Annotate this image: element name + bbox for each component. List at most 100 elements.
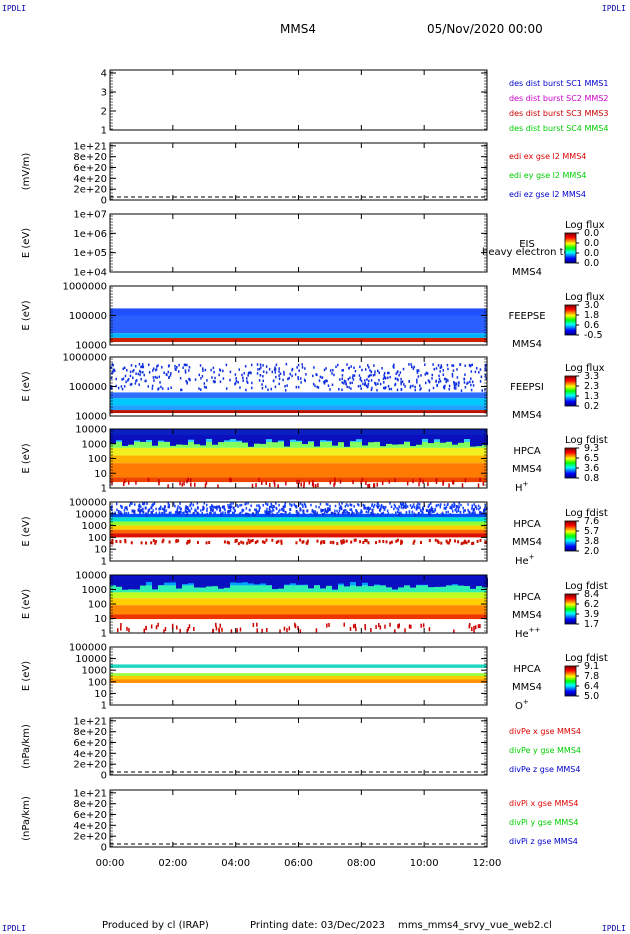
heatmap-speck (366, 506, 369, 510)
spacecraft-label: MMS4 (512, 610, 542, 621)
heatmap-block (188, 577, 194, 584)
heatmap-speck (181, 482, 184, 487)
heatmap-speck (439, 503, 442, 506)
heatmap-block (230, 434, 236, 440)
heatmap-speck (390, 387, 393, 391)
heatmap-block (116, 434, 122, 441)
species-charge: ++ (529, 626, 541, 634)
heatmap-speck (428, 539, 431, 543)
heatmap-speck (465, 541, 468, 545)
heatmap-speck (129, 374, 132, 378)
heatmap-speck (264, 510, 266, 513)
heatmap-speck (113, 368, 115, 372)
heatmap-speck (378, 623, 380, 628)
heatmap-speck (258, 477, 260, 482)
heatmap-speck (223, 540, 226, 544)
heatmap-speck (314, 384, 316, 388)
instrument-label: FEEPSI (510, 382, 544, 393)
heatmap-speck (159, 507, 161, 510)
heatmap-speck (377, 512, 379, 516)
y-tick-label: 6e+20 (73, 738, 107, 749)
heatmap-block (146, 577, 152, 582)
colorbar-tick-label: 2.3 (584, 381, 599, 392)
heatmap-speck (140, 508, 143, 512)
heatmap-speck (344, 508, 346, 512)
heatmap-speck (472, 512, 475, 515)
heatmap-speck (416, 506, 419, 510)
heatmap-speck (442, 480, 445, 485)
heatmap-speck (245, 512, 248, 516)
heatmap-speck (188, 369, 190, 372)
heatmap-speck (248, 540, 251, 544)
heatmap-speck (374, 370, 376, 373)
heatmap-speck (182, 511, 184, 515)
heatmap-speck (371, 503, 374, 506)
heatmap-speck (222, 369, 224, 373)
heatmap-speck (345, 539, 348, 543)
heatmap-speck (477, 504, 480, 508)
heatmap-speck (212, 629, 214, 634)
heatmap-speck (414, 388, 416, 392)
heatmap-speck (324, 509, 327, 513)
heatmap-speck (180, 507, 182, 511)
y-tick-label: 8e+20 (73, 152, 107, 163)
heatmap-speck (277, 484, 279, 489)
heatmap-speck (325, 367, 327, 370)
heatmap-speck (473, 625, 475, 630)
heatmap-speck (443, 507, 446, 510)
colorbar-tick-label: 1.8 (584, 310, 599, 321)
heatmap-speck (448, 483, 450, 488)
heatmap-speck (371, 386, 373, 390)
heatmap-speck (317, 386, 320, 389)
heatmap-speck (190, 482, 192, 487)
heatmap-speck (428, 380, 431, 384)
heatmap-speck (475, 507, 478, 511)
heatmap-speck (372, 513, 375, 517)
heatmap-speck (451, 372, 454, 376)
heatmap-speck (145, 513, 148, 517)
heatmap-speck (160, 385, 162, 389)
heatmap-speck (265, 371, 268, 374)
colorbar-tick-label: 8.4 (584, 589, 599, 600)
heatmap-speck (283, 370, 285, 374)
heatmap-speck (274, 368, 277, 371)
heatmap-speck (238, 368, 241, 371)
y-tick-label: 4 (101, 69, 107, 80)
heatmap-block (386, 434, 392, 444)
heatmap-block (422, 577, 428, 585)
heatmap-speck (208, 541, 211, 545)
heatmap-speck (453, 505, 456, 508)
heatmap-band-2 (110, 517, 487, 522)
heatmap-speck (433, 510, 435, 513)
heatmap-speck (247, 502, 249, 505)
spacecraft-label: MMS4 (512, 682, 542, 693)
y-tick-label: 10 (94, 469, 107, 480)
heatmap-speck (364, 506, 367, 510)
heatmap-speck (276, 512, 278, 515)
y-tick-label: 3 (101, 88, 107, 99)
heatmap-speck (229, 370, 232, 374)
heatmap-speck (204, 483, 207, 488)
heatmap-speck (315, 505, 317, 508)
heatmap-speck (247, 374, 249, 377)
heatmap-speck (328, 508, 331, 512)
heatmap-speck (472, 510, 475, 513)
heatmap-speck (362, 540, 365, 544)
heatmap-speck (128, 628, 130, 633)
heatmap-band-1 (110, 308, 487, 316)
heatmap-speck (161, 507, 164, 511)
heatmap-speck (142, 502, 144, 506)
heatmap-speck (473, 508, 476, 512)
heatmap-band-6 (110, 533, 487, 538)
heatmap-speck (343, 540, 346, 544)
heatmap-block (392, 434, 398, 445)
heatmap-speck (287, 377, 289, 381)
heatmap-speck (190, 502, 192, 505)
heatmap-speck (375, 541, 378, 545)
heatmap-speck (420, 374, 422, 377)
heatmap-speck (359, 540, 362, 544)
heatmap-speck (447, 510, 449, 514)
heatmap-speck (405, 504, 407, 507)
heatmap-speck (133, 511, 136, 515)
